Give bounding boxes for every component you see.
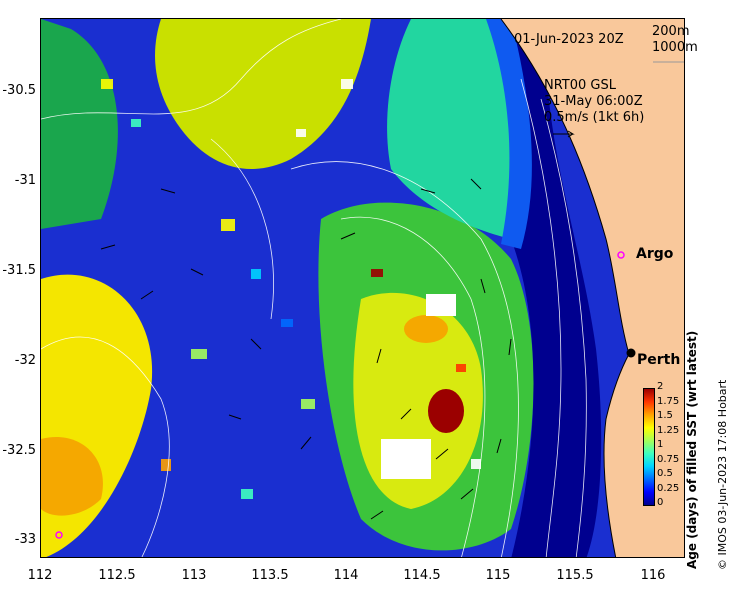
current-vectors [100,178,512,520]
current-scale-label: 0.5m/s (1kt 6h) [544,110,645,125]
x-tick-label: 114.5 [403,568,441,583]
date-label: 01-Jun-2023 20Z [514,32,624,47]
sst-age-map [41,19,684,557]
x-tick-label: 115 [485,568,511,583]
red-hotspot [428,389,464,433]
colorbar-label: 1.5 [657,410,673,421]
y-tick-label: -31.5 [2,263,36,278]
current-product-label: NRT00 GSL [544,78,616,93]
north-yellow-region [155,19,371,169]
y-tick-label: -30.5 [2,83,36,98]
perth-label: Perth [637,352,681,368]
x-tick-label: 115.5 [556,568,594,583]
land-australia [501,19,684,557]
isobath-short-label: 200m [652,24,690,39]
colorbar-label: 0.5 [657,468,673,479]
x-tick-label: 112 [27,568,53,583]
west-orange-patch [41,437,103,516]
white-gap-1 [381,439,431,479]
colorbar-label: 0.25 [657,483,680,494]
current-scale-arrow [553,130,575,138]
colorbar-label: 1.75 [657,396,680,407]
x-tick-label: 116 [640,568,666,583]
pixel-texture [101,79,481,499]
white-gap-2 [426,294,456,316]
x-tick-label: 112.5 [98,568,136,583]
colorbar [643,388,655,506]
argo-marker [617,251,625,259]
colorbar-label: 2 [657,381,664,392]
isobath-long-label: 1000m [652,40,698,55]
argo-label: Argo [636,246,674,262]
x-tick-label: 113.5 [251,568,289,583]
orange-patch-1 [404,315,448,343]
magenta-marker-sw [55,531,63,539]
colorbar-label: 0 [657,497,664,508]
ne-cyan-region [387,19,522,239]
y-tick-label: -32 [14,353,36,368]
sst-contours [41,19,587,557]
x-tick-label: 113 [181,568,207,583]
colorbar-label: 0.75 [657,454,680,465]
credit-text: © IMOS 03-Jun-2023 17:08 Hobart [716,379,729,570]
sst-map-panel [40,18,685,558]
current-time-label: 31-May 06:00Z [544,94,643,109]
nw-green-region [41,19,118,229]
x-tick-label: 114 [333,568,359,583]
colorbar-label: 1.25 [657,425,680,436]
coastal-blue-band [486,19,532,249]
coast-line [500,19,630,557]
perth-marker [626,348,636,358]
y-tick-label: -31 [14,173,36,188]
y-tick-label: -33 [14,532,36,547]
colorbar-label: 1 [657,439,664,450]
y-tick-label: -32.5 [2,443,36,458]
colorbar-title: Age (days) of filled SST (wrt latest) [685,330,699,569]
